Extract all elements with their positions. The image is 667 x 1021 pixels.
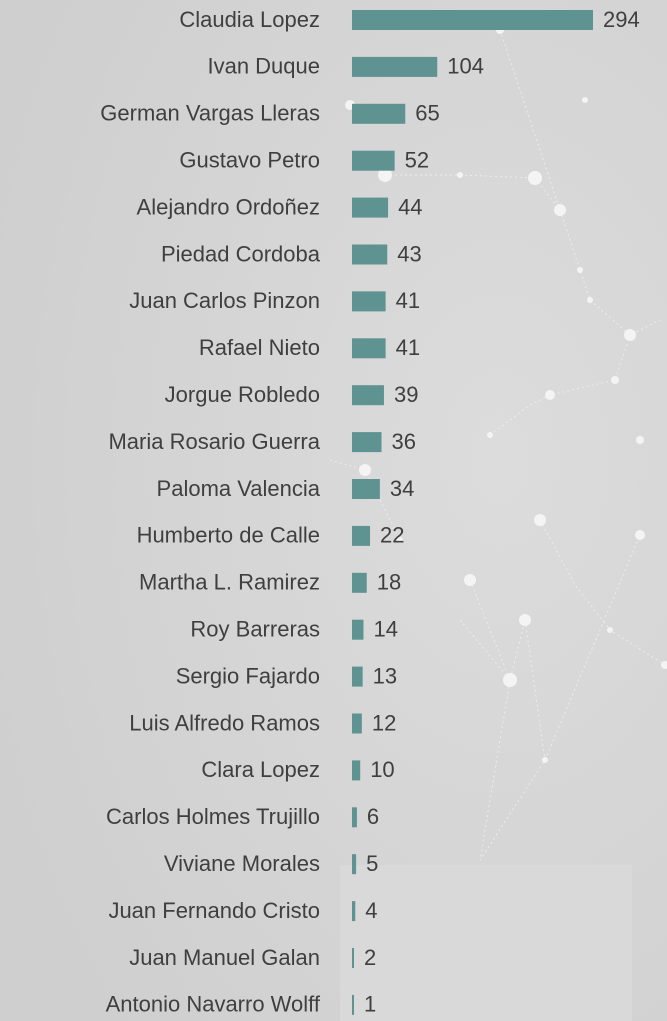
value-label: 14	[373, 617, 397, 642]
value-label: 2	[364, 945, 376, 970]
bar	[352, 854, 357, 875]
value-label: 18	[377, 570, 401, 595]
value-label: 65	[415, 101, 439, 126]
category-label: Jorgue Robledo	[165, 382, 320, 407]
category-label: Rafael Nieto	[199, 335, 320, 360]
value-label: 6	[367, 804, 379, 829]
category-label: Luis Alfredo Ramos	[129, 710, 320, 735]
category-label: Carlos Holmes Trujillo	[106, 804, 320, 829]
value-label: 41	[396, 288, 420, 313]
bar	[352, 291, 386, 312]
bar	[352, 338, 386, 359]
category-label: Viviane Morales	[164, 851, 320, 876]
value-label: 36	[392, 429, 416, 454]
category-label: Juan Carlos Pinzon	[129, 288, 320, 313]
category-label: Martha L. Ramirez	[139, 570, 320, 595]
bar	[352, 760, 361, 781]
bar	[352, 807, 357, 828]
value-label: 39	[394, 382, 418, 407]
value-label: 294	[603, 7, 640, 32]
bar	[352, 479, 380, 499]
category-label: Paloma Valencia	[157, 476, 321, 501]
category-label: Alejandro Ordoñez	[137, 194, 320, 219]
bar	[352, 525, 371, 546]
category-label: Gustavo Petro	[179, 148, 320, 173]
category-label: Juan Manuel Galan	[129, 945, 320, 970]
value-label: 41	[396, 335, 420, 360]
value-label: 22	[380, 523, 404, 548]
bar	[352, 432, 382, 453]
value-label: 4	[365, 898, 377, 923]
bar	[352, 10, 593, 30]
value-label: 13	[373, 663, 397, 688]
category-label: Claudia Lopez	[179, 7, 320, 32]
value-label: 34	[390, 476, 414, 501]
bar	[352, 244, 388, 265]
bar	[352, 56, 438, 77]
category-label: Humberto de Calle	[137, 523, 320, 548]
stars	[345, 26, 667, 763]
value-label: 10	[370, 757, 394, 782]
bar	[352, 197, 389, 218]
bar	[352, 572, 367, 593]
value-label: 5	[366, 851, 378, 876]
bar	[352, 385, 384, 406]
category-label: Roy Barreras	[190, 617, 320, 642]
bar	[352, 713, 362, 734]
category-label: Piedad Cordoba	[161, 241, 321, 266]
category-label: Sergio Fajardo	[176, 663, 320, 688]
category-label: Maria Rosario Guerra	[108, 429, 320, 454]
bar	[352, 948, 354, 968]
panel	[340, 865, 632, 1021]
bar	[352, 901, 356, 922]
category-label: Clara Lopez	[201, 757, 320, 782]
value-label: 12	[372, 710, 396, 735]
category-label: Ivan Duque	[207, 54, 320, 79]
bar	[352, 994, 354, 1015]
category-label: Antonio Navarro Wolff	[106, 992, 321, 1017]
value-label: 52	[405, 148, 429, 173]
value-label: 43	[397, 241, 421, 266]
bar	[352, 150, 395, 171]
category-label: Juan Fernando Cristo	[108, 898, 320, 923]
bar	[352, 103, 406, 124]
bar	[352, 619, 364, 640]
value-label: 44	[398, 194, 422, 219]
value-label: 1	[364, 992, 376, 1017]
value-label: 104	[447, 54, 484, 79]
category-label: German Vargas Lleras	[100, 101, 320, 126]
bar	[352, 666, 363, 687]
